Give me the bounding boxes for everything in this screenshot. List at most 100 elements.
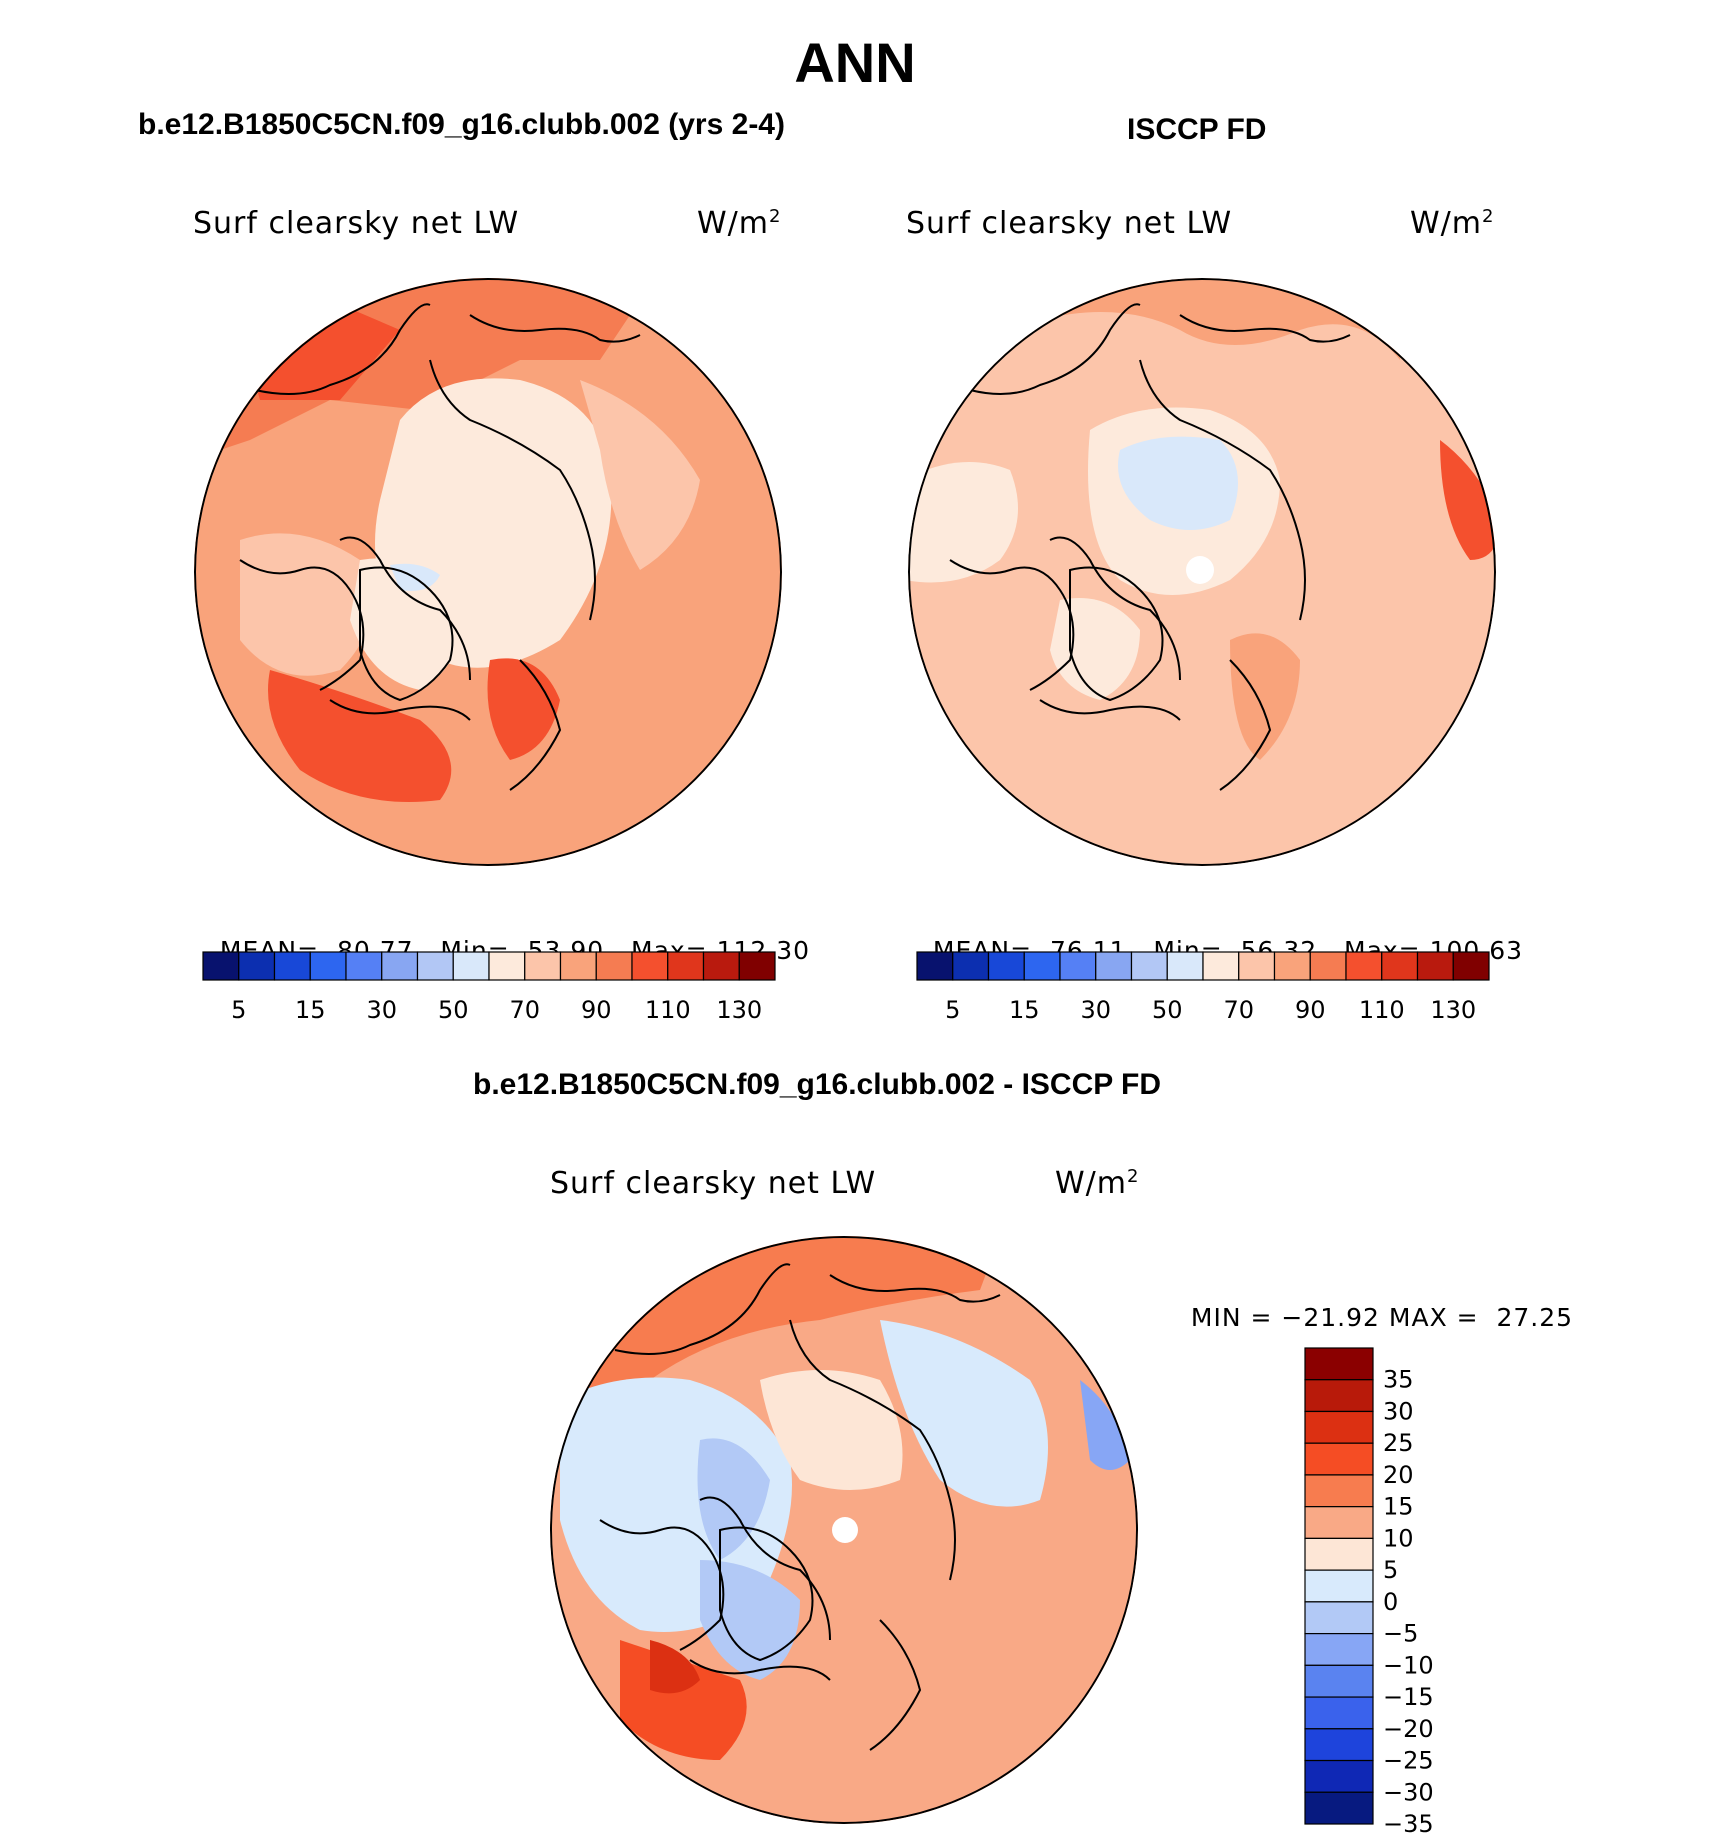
central-arctic-blue-region — [1118, 436, 1238, 530]
diff-colorbar: 35 30 25 20 15 10 5 0 −5 −10 −15 −20 −25 −30 −35 — [1304, 1347, 1434, 1838]
diff-units: W/m2 — [1055, 1166, 1140, 1201]
diff-variable-label: Surf clearsky net LW — [550, 1166, 877, 1201]
colorbar-tick-label: 5 — [231, 996, 246, 1024]
colorbar-box — [1202, 951, 1240, 981]
colorbar-box — [1304, 1759, 1374, 1793]
canada-region — [240, 533, 372, 676]
colorbar-tick-label: 30 — [366, 996, 397, 1024]
colorbar-box — [1273, 951, 1311, 981]
colorbar-box — [524, 951, 562, 981]
panel2-variable-label: Surf clearsky net LW — [906, 206, 1233, 241]
colorbar-box — [416, 951, 454, 981]
colorbar-box — [381, 951, 419, 981]
colorbar-tick-label: 10 — [1383, 1524, 1414, 1552]
colorbar-box — [1345, 951, 1383, 981]
greenland-region — [350, 558, 462, 690]
colorbar-box — [273, 951, 311, 981]
colorbar-box — [1130, 951, 1168, 981]
colorbar-tick-label: 70 — [509, 996, 540, 1024]
map-outline — [908, 278, 1496, 866]
colorbar-box — [952, 951, 990, 981]
siberia-region — [580, 380, 700, 570]
colorbar-box — [345, 951, 383, 981]
colorbar-tick-label: 130 — [1430, 996, 1476, 1024]
colorbar-box — [1304, 1379, 1374, 1413]
colorbar-tick-label: −25 — [1383, 1747, 1434, 1775]
colorbar-box — [238, 951, 276, 981]
pole-hole — [832, 1517, 858, 1543]
coastlines — [239, 303, 641, 791]
panel1-map — [194, 278, 782, 866]
greenland-blue-region — [700, 1560, 800, 1680]
colorbar-tick-label: 50 — [1152, 996, 1183, 1024]
colorbar-tick-label: 130 — [716, 996, 762, 1024]
panel2-colorbar: 5 15 30 50 70 90 110 130 — [916, 951, 1490, 1024]
colorbar-tick-label: 15 — [1383, 1493, 1414, 1521]
colorbar-tick-label: 35 — [1383, 1366, 1414, 1394]
east-edge-blue-region — [1080, 1380, 1130, 1470]
colorbar-box — [202, 951, 240, 981]
colorbar-box — [702, 951, 740, 981]
colorbar-tick-label: −35 — [1383, 1810, 1434, 1838]
colorbar-tick-label: 30 — [1080, 996, 1111, 1024]
panel2-units: W/m2 — [1410, 206, 1495, 241]
colorbar-box — [1304, 1791, 1374, 1825]
colorbar-box — [1304, 1537, 1374, 1571]
colorbar-tick-label: 15 — [295, 996, 326, 1024]
colorbar-tick-label: −30 — [1383, 1778, 1434, 1806]
colorbar-tick-label: 110 — [645, 996, 691, 1024]
colorbar-box — [1304, 1347, 1374, 1381]
siberia-blue-region — [880, 1320, 1048, 1507]
map-outline — [194, 278, 782, 866]
coastlines — [949, 303, 1351, 791]
colorbar-box — [1304, 1728, 1374, 1762]
panel2-case-title: ISCCP FD — [1127, 113, 1267, 146]
colorbar-tick-label: 50 — [438, 996, 469, 1024]
colorbar-box — [1309, 951, 1347, 981]
colorbar-box — [631, 951, 669, 981]
norway-sea-region — [1230, 633, 1300, 760]
colorbar-tick-label: 90 — [581, 996, 612, 1024]
colorbar-tick-label: 20 — [1383, 1461, 1414, 1489]
colorbar-tick-label: −5 — [1383, 1620, 1418, 1648]
colorbar-tick-label: 90 — [1295, 996, 1326, 1024]
colorbar-tick-label: 5 — [1383, 1556, 1398, 1584]
colorbar-box — [309, 951, 347, 981]
colorbar-box — [1381, 951, 1419, 981]
canada-region — [908, 462, 1018, 583]
diff-map — [550, 1236, 1138, 1824]
figure-title: ANN — [794, 31, 916, 94]
colorbar-box — [1304, 1410, 1374, 1444]
colorbar-box — [595, 951, 633, 981]
colorbar-box — [1304, 1664, 1374, 1698]
colorbar-box — [1304, 1696, 1374, 1730]
colorbar-tick-label: 25 — [1383, 1429, 1414, 1457]
colorbar-box — [1023, 951, 1061, 981]
colorbar-box — [987, 951, 1025, 981]
colorbar-box — [667, 951, 705, 981]
colorbar-tick-label: 0 — [1383, 1588, 1398, 1616]
colorbar-tick-label: 5 — [945, 996, 960, 1024]
coastlines — [599, 1263, 1001, 1751]
colorbar-box — [916, 951, 954, 981]
colorbar-box — [1304, 1506, 1374, 1539]
east-edge-region — [1440, 440, 1496, 560]
panel1-case-title: b.e12.B1850C5CN.f09_g16.clubb.002 (yrs 2… — [138, 108, 785, 141]
colorbar-box — [1452, 951, 1490, 981]
colorbar-tick-label: 30 — [1383, 1397, 1414, 1425]
norwegian-sea-region — [487, 658, 560, 760]
diff-case-title: b.e12.B1850C5CN.f09_g16.clubb.002 - ISCC… — [473, 1068, 1162, 1101]
pole-hole — [1186, 556, 1214, 584]
colorbar-tick-label: 15 — [1009, 996, 1040, 1024]
colorbar-box — [1304, 1442, 1374, 1476]
panel1-units: W/m2 — [697, 206, 782, 241]
panel1-colorbar: 5 15 30 50 70 90 110 130 — [202, 951, 776, 1024]
colorbar-tick-label: −10 — [1383, 1651, 1434, 1679]
colorbar-box — [559, 951, 597, 981]
colorbar-box — [738, 951, 776, 981]
colorbar-box — [1059, 951, 1097, 981]
diff-stats: MIN = −21.92 MAX = 27.25 — [1190, 1303, 1574, 1332]
colorbar-box — [1166, 951, 1204, 981]
colorbar-tick-label: −20 — [1383, 1715, 1434, 1743]
colorbar-tick-label: 110 — [1359, 996, 1405, 1024]
